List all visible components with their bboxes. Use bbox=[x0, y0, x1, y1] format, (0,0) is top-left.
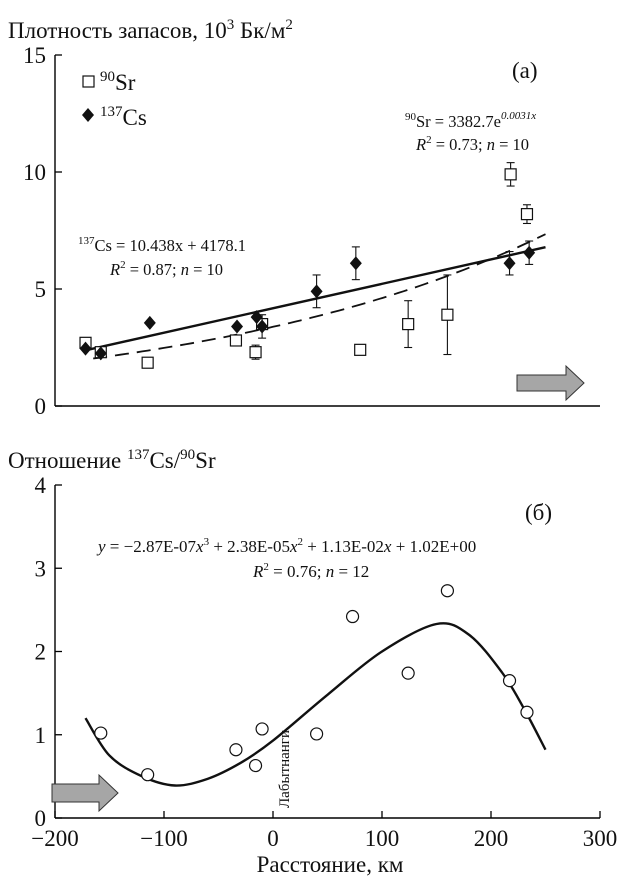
ratio-point bbox=[310, 727, 324, 741]
direction-arrow-a bbox=[516, 364, 585, 402]
x-axis-label: Расстояние, км bbox=[257, 852, 404, 877]
cs-point bbox=[94, 346, 107, 361]
ratio-point bbox=[345, 609, 360, 624]
cs-point bbox=[310, 284, 323, 299]
cs-point bbox=[250, 310, 263, 325]
sr-point bbox=[141, 356, 154, 369]
cs-point bbox=[503, 256, 516, 271]
panel-b-label: (б) bbox=[525, 500, 552, 525]
cubic-fit-stats: R2 = 0.76; n = 12 bbox=[252, 561, 369, 581]
y-tick-label: 5 bbox=[35, 277, 47, 302]
x-tick-label: 100 bbox=[365, 826, 400, 851]
y-tick-label: 2 bbox=[35, 640, 47, 665]
cubic-fit-line bbox=[84, 622, 547, 787]
ratio-point bbox=[401, 666, 415, 680]
sr-point bbox=[229, 334, 243, 347]
panel-a-y-ticks: 0 5 10 15 bbox=[23, 43, 62, 419]
sr-point bbox=[520, 208, 534, 221]
x-tick-label: −100 bbox=[140, 826, 187, 851]
sr-point bbox=[441, 308, 454, 321]
ratio-point bbox=[248, 758, 263, 773]
legend-sr-label: 90Sr bbox=[100, 69, 136, 95]
ratio-point bbox=[255, 722, 269, 736]
panel-a-plot-area bbox=[79, 162, 546, 369]
cs-fit-equation: 137Cs = 10.438x + 4178.1 bbox=[78, 235, 246, 255]
sr-fit-stats: R2 = 0.73; n = 10 bbox=[415, 134, 529, 154]
panel-a-legend: 90Sr 137Cs bbox=[82, 69, 147, 130]
legend-sr-marker bbox=[82, 75, 95, 88]
panel-b-y-ticks: 0 1 2 3 4 bbox=[35, 473, 62, 831]
cs-point bbox=[143, 315, 156, 330]
cs-point bbox=[231, 319, 244, 334]
cs-fit-stats: R2 = 0.87; n = 10 bbox=[109, 259, 223, 279]
y-tick-label: 1 bbox=[35, 723, 47, 748]
sr-point bbox=[402, 318, 415, 331]
panel-a-label: (a) bbox=[512, 58, 538, 83]
sr-fit-line bbox=[93, 233, 546, 360]
panel-b-x-ticks: −200 −100 0 100 200 300 bbox=[31, 811, 617, 851]
cs-point bbox=[256, 319, 269, 334]
ratio-point bbox=[141, 768, 155, 782]
panel-a: Плотность запасов, 103 Бк/м2 (a) 051015 … bbox=[8, 17, 600, 419]
ratio-point bbox=[502, 674, 517, 688]
y-tick-label: 0 bbox=[35, 806, 47, 831]
ratio-point bbox=[520, 705, 534, 719]
y-tick-label: 15 bbox=[23, 43, 46, 68]
cs-point bbox=[349, 256, 362, 271]
legend-cs-marker bbox=[82, 108, 94, 122]
direction-arrow-b bbox=[51, 773, 119, 813]
panel-b-title: Отношение 137Cs/90Sr bbox=[8, 447, 216, 473]
y-tick-label: 4 bbox=[35, 473, 47, 498]
x-tick-label: 300 bbox=[583, 826, 618, 851]
y-tick-label: 0 bbox=[35, 394, 47, 419]
cs-point bbox=[79, 341, 92, 356]
x-tick-label: 200 bbox=[474, 826, 509, 851]
x-tick-label: 0 bbox=[267, 826, 279, 851]
cubic-fit-equation: y = −2.87E-07x3 + 2.38E-05x2 + 1.13E-02x… bbox=[96, 536, 476, 556]
x-tick-label: −200 bbox=[31, 826, 78, 851]
ratio-point bbox=[229, 743, 243, 757]
y-tick-label: 3 bbox=[35, 556, 47, 581]
panel-b-plot-area bbox=[84, 584, 547, 787]
legend-cs-label: 137Cs bbox=[100, 104, 147, 130]
cs-point bbox=[523, 245, 536, 260]
panel-a-title: Плотность запасов, 103 Бк/м2 bbox=[8, 17, 293, 43]
place-label-labytnangi: Лабытнанги bbox=[277, 730, 293, 808]
sr-point bbox=[249, 346, 262, 359]
sr-point bbox=[354, 343, 367, 356]
ratio-point bbox=[94, 726, 108, 740]
sr-fit-equation: 90Sr = 3382.7e0.0031x bbox=[405, 110, 536, 131]
sr-point bbox=[504, 168, 517, 181]
y-tick-label: 10 bbox=[23, 160, 46, 185]
panel-b: Отношение 137Cs/90Sr (б) 0 1 2 3 4 −200 −100 0… bbox=[8, 447, 617, 877]
ratio-point bbox=[440, 584, 454, 598]
